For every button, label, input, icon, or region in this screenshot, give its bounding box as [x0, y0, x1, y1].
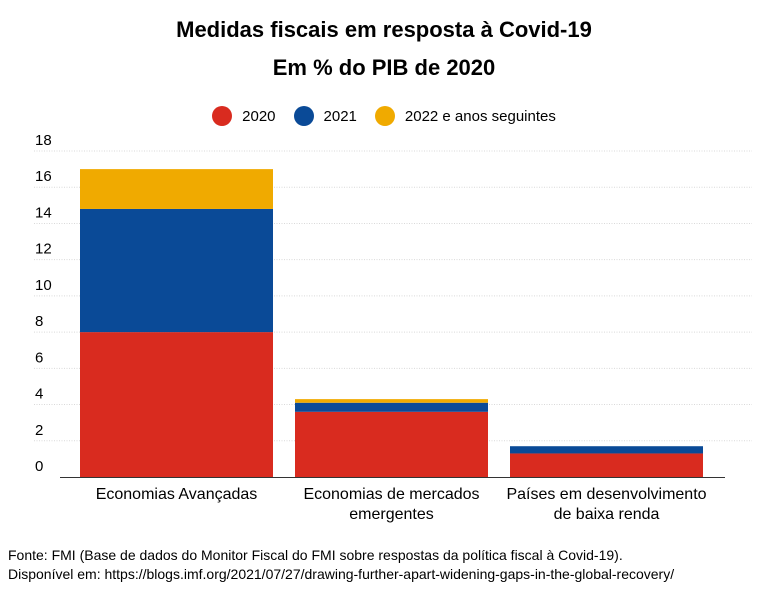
legend-item-2020: 2020 — [212, 106, 276, 126]
bar-segment-2020 — [80, 332, 273, 477]
bar-segment-2021 — [295, 402, 488, 412]
y-tick-label: 0 — [35, 458, 43, 475]
source-line-2: Disponível em: https://blogs.imf.org/202… — [8, 566, 675, 582]
source-line-1: Fonte: FMI (Base de dados do Monitor Fis… — [8, 547, 623, 563]
legend: 2020 2021 2022 e anos seguintes — [0, 106, 768, 126]
chart-plot-area: 0 2 4 6 8 10 12 14 16 18 Economias Avançadas Econom… — [34, 132, 752, 523]
bar-segment-2020 — [295, 411, 488, 477]
y-tick-label: 18 — [35, 132, 52, 149]
y-tick-label: 14 — [35, 204, 52, 221]
y-tick-label: 16 — [35, 168, 52, 185]
bar-segment-2021 — [80, 208, 273, 333]
y-tick-label: 12 — [35, 241, 52, 258]
x-category-label: emergentes — [349, 506, 434, 523]
bar-segment-2022-e-anos-seguintes — [80, 169, 273, 209]
chart-subtitle: Em % do PIB de 2020 — [272, 55, 496, 80]
bar-segment-2020 — [510, 453, 703, 477]
bar-segment-2022-e-anos-seguintes — [295, 399, 488, 403]
x-category-label: Países em desenvolvimento — [506, 486, 706, 503]
y-tick-label: 4 — [35, 386, 43, 403]
source-note: Fonte: FMI (Base de dados do Monitor Fis… — [8, 546, 674, 584]
x-category-label: Economias de mercados — [303, 486, 479, 503]
legend-label-2021: 2021 — [323, 107, 357, 125]
legend-swatch-2021 — [293, 106, 314, 126]
legend-label-2020: 2020 — [242, 107, 276, 125]
x-category-label: de baixa renda — [554, 506, 660, 523]
bar-segment-2021 — [510, 446, 703, 454]
legend-item-2021: 2021 — [293, 106, 357, 126]
y-tick-label: 10 — [35, 277, 52, 294]
chart-title: Medidas fiscais em resposta à Covid-19 — [176, 17, 592, 42]
y-tick-label: 6 — [35, 349, 43, 366]
y-tick-label: 8 — [35, 313, 43, 330]
legend-item-2022: 2022 e anos seguintes — [374, 106, 556, 126]
y-tick-label: 2 — [35, 422, 43, 439]
legend-label-2022: 2022 e anos seguintes — [404, 107, 556, 125]
legend-swatch-2020 — [212, 106, 233, 126]
x-category-label: Economias Avançadas — [96, 486, 258, 503]
legend-swatch-2022 — [374, 106, 395, 126]
